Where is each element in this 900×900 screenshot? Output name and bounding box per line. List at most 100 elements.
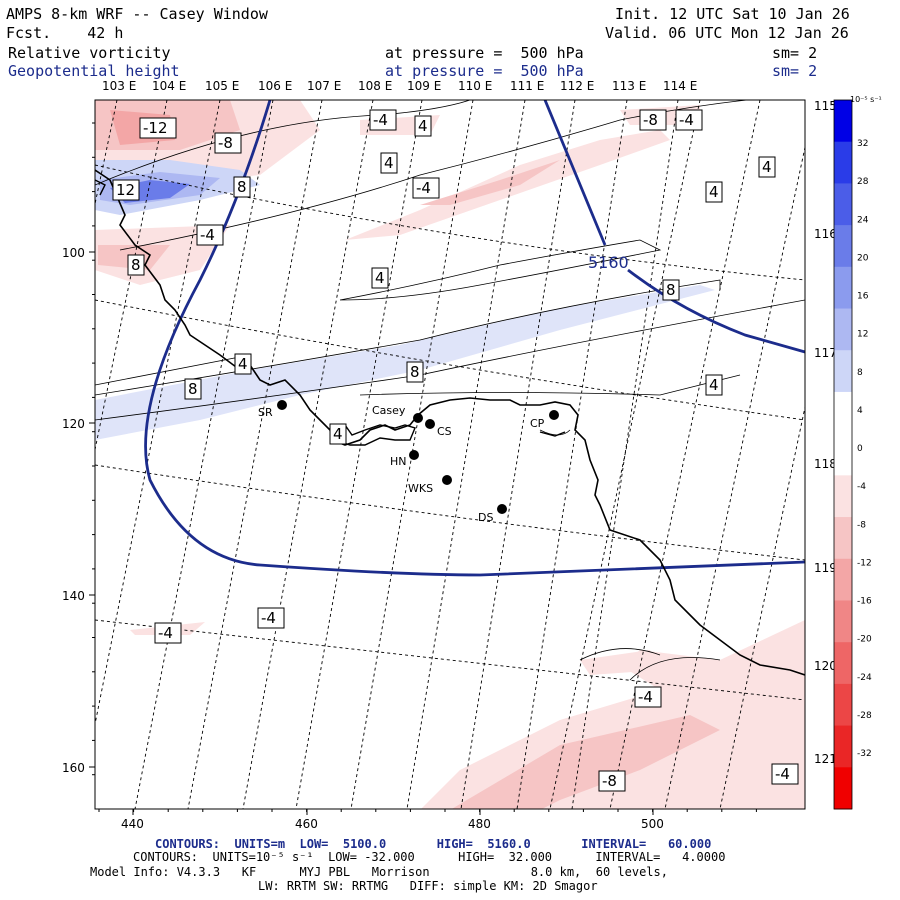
- contour-label-box: [196, 224, 224, 246]
- contour-label-box: [598, 770, 626, 792]
- colorbar-segment: [834, 767, 852, 810]
- colorbar-label: 28: [857, 177, 869, 187]
- contour-label-box: [414, 115, 432, 137]
- colorbar-label: -24: [857, 673, 872, 683]
- contour-label-box: [127, 254, 145, 276]
- colorbar-label: 16: [857, 292, 869, 302]
- station-dot-sr: [277, 400, 287, 410]
- contour-label: -12: [143, 119, 168, 137]
- station-label-casey: Casey: [372, 404, 406, 417]
- map-plot-area: -12 -8 12 8 -4 8 -4 4 4 -4 -8 -4 4 4 4 8 4 8 8 4 4 -4 -4 -4 -8 -4…: [95, 100, 805, 809]
- coastline-fragment: [95, 179, 106, 196]
- field1-level: at pressure = 500 hPa: [385, 44, 584, 62]
- vorticity-shade-red: [421, 620, 805, 809]
- footer-model-info: Model Info: V4.3.3 KF MYJ PBL Morrison 8…: [90, 865, 668, 879]
- geopotential-height-contours: [144, 100, 805, 577]
- colorbar-label: 12: [857, 330, 868, 340]
- contour-label-box: [214, 132, 242, 154]
- contour-label-box: [184, 378, 202, 400]
- contour-label-box: [705, 181, 723, 203]
- y-tick-label: 100: [62, 246, 85, 260]
- station-dot-casey: [413, 413, 423, 423]
- colorbar-segment: [834, 100, 852, 143]
- contour-label-box: [234, 353, 252, 375]
- y-tick-label: 160: [62, 761, 85, 775]
- contour-label-box: [371, 267, 389, 289]
- station-label-sr: SR: [258, 406, 273, 419]
- colorbar-segment: [834, 225, 852, 268]
- contour-label: 8: [410, 363, 420, 381]
- contour-label: 8: [237, 178, 247, 196]
- longitude-label-top: 110 E: [458, 79, 492, 93]
- colorbar-label: -32: [857, 749, 872, 759]
- contour-label: 4: [238, 355, 248, 373]
- footer-vorticity-contour-info: CONTOURS: UNITS=10⁻⁵ s⁻¹ LOW= -32.000 HI…: [133, 850, 726, 864]
- coastline-fragment: [539, 431, 566, 437]
- vorticity-shade-red: [451, 715, 720, 809]
- contour-label-box: [639, 109, 667, 131]
- coastline-island: [331, 424, 416, 446]
- contour-label-box: [675, 109, 703, 131]
- colorbar-label: 32: [857, 139, 868, 149]
- contour-label-box: [233, 176, 251, 198]
- longitude-label-top: 106 E: [258, 79, 292, 93]
- station-dot-wks: [442, 475, 452, 485]
- colorbar-segment: [834, 475, 852, 518]
- colorbar-segment: [834, 725, 852, 768]
- coastline: [95, 169, 805, 676]
- contour-label-box: [771, 763, 799, 785]
- colorbar-label: -12: [857, 558, 872, 568]
- contour-label: 4: [375, 269, 385, 287]
- contour-label: 4: [384, 154, 394, 172]
- field2-level: at pressure = 500 hPa: [385, 62, 584, 80]
- colorbar-label: -20: [857, 635, 872, 645]
- contour-label-box: [154, 622, 182, 644]
- colorbar-label: 8: [857, 368, 863, 378]
- longitude-label-top: 105 E: [205, 79, 239, 93]
- x-tick-label: 500: [641, 817, 664, 831]
- colorbar-segment: [834, 141, 852, 184]
- station-dot-ds: [497, 504, 507, 514]
- field2-name: Geopotential height: [8, 62, 180, 80]
- x-tick-label: 440: [121, 817, 144, 831]
- colorbar-label: -4: [857, 482, 866, 492]
- colorbar-segment: [834, 183, 852, 226]
- contour-label: -8: [643, 111, 658, 129]
- contour-label: -4: [679, 111, 694, 129]
- contour-label: 4: [762, 158, 772, 176]
- contour-label-box: [380, 152, 398, 174]
- contour-label-box: [257, 607, 285, 629]
- contour-label: -8: [218, 134, 233, 152]
- y-tick-label: 140: [62, 589, 85, 603]
- contour-label-box: [406, 361, 424, 383]
- colorbar-label: -16: [857, 597, 872, 607]
- station-label-hn: HN: [390, 455, 407, 468]
- longitude-label-top: 109 E: [407, 79, 441, 93]
- colorbar-segment: [834, 600, 852, 643]
- station-markers: [277, 400, 559, 514]
- station-dot-cs: [425, 419, 435, 429]
- vorticity-shade-blue: [95, 285, 715, 440]
- valid-time: Valid. 06 UTC Mon 12 Jan 26: [605, 24, 849, 42]
- colorbar-label: -8: [857, 520, 866, 530]
- colorbar-label: 24: [857, 215, 869, 225]
- longitude-label-top: 114 E: [663, 79, 697, 93]
- longitude-label-top: 103 E: [102, 79, 136, 93]
- grid-axis: 440 460 480 500 100 120 140 160: [62, 122, 757, 831]
- contour-label: -8: [602, 772, 617, 790]
- vorticity-contour-labels: -12 -8 12 8 -4 8 -4 4 4 -4 -8 -4 4 4 4 8 4 8 8 4 4 -4 -4 -4 -8 -4: [112, 109, 799, 792]
- colorbar-segment: [834, 350, 852, 393]
- longitude-label-top: 113 E: [612, 79, 646, 93]
- colorbar-label: -28: [857, 711, 872, 721]
- map-title: AMPS 8-km WRF -- Casey Window: [6, 5, 268, 23]
- longitude-label-top: 104 E: [152, 79, 186, 93]
- contour-label-box: [662, 279, 680, 301]
- contour-label-box: [634, 686, 662, 708]
- colorbar-segment: [834, 266, 852, 310]
- contour-label-box: [139, 117, 177, 139]
- longitude-gridlines: [95, 100, 805, 809]
- contour-label: 8: [666, 281, 676, 299]
- contour-label: 12: [116, 181, 135, 199]
- x-tick-label: 480: [468, 817, 491, 831]
- contour-label: 4: [709, 183, 719, 201]
